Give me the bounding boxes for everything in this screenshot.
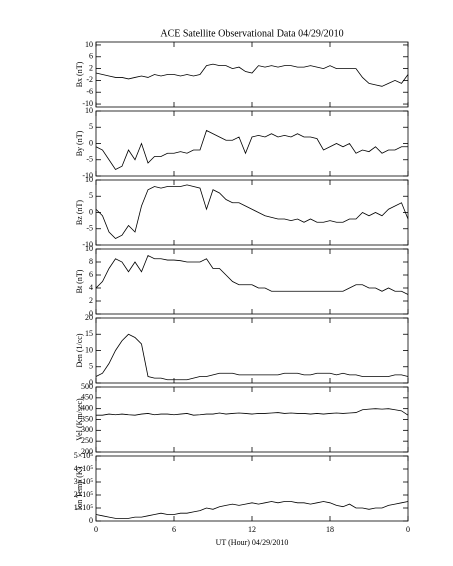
data-line — [96, 408, 409, 416]
x-tick-label: 0 — [94, 525, 98, 534]
y-tick-label: 200 — [81, 447, 93, 456]
y-tick-label: 0 — [89, 516, 93, 525]
y-tick-label: 350 — [81, 414, 93, 423]
y-axis-label: Vel (Km/sec) — [75, 398, 84, 441]
data-line — [95, 184, 409, 239]
data-line — [95, 501, 409, 519]
y-tick-label: -10 — [82, 99, 93, 108]
y-tick-label: 20 — [85, 313, 93, 322]
y-tick-label: 10 — [85, 40, 93, 49]
panel-frame — [95, 386, 409, 453]
y-axis-label: Bx (nT) — [75, 61, 84, 87]
y-tick-label: 5 — [89, 362, 93, 371]
y-tick-label: 6 — [89, 270, 93, 279]
chart-title: ACE Satellite Observational Data 04/29/2… — [160, 28, 343, 39]
y-tick-label: -10 — [82, 240, 93, 249]
y-tick-label: -6 — [86, 87, 93, 96]
data-line — [95, 333, 409, 381]
y-tick-label: 2 — [89, 63, 93, 72]
y-tick-label: 0 — [89, 138, 93, 147]
y-axis-label: Ion Temp (K) — [75, 466, 84, 510]
y-tick-label: 4 — [89, 283, 93, 292]
y-tick-label: -10 — [82, 171, 93, 180]
x-axis-label: UT (Hour) 04/29/2010 — [216, 538, 289, 547]
y-axis-label: Bt (nT) — [75, 269, 84, 293]
y-axis-label: Bz (nT) — [75, 200, 84, 225]
y-tick-label: -5 — [86, 155, 93, 164]
data-line — [95, 63, 409, 87]
y-tick-label: -5 — [86, 224, 93, 233]
y-tick-label: 500 — [81, 382, 93, 391]
y-tick-label: 450 — [81, 393, 93, 402]
x-tick-label: 18 — [326, 525, 334, 534]
panel-frame — [95, 41, 409, 108]
y-tick-label: 250 — [81, 436, 93, 445]
y-axis-label: Den (1/cc) — [75, 333, 84, 367]
y-tick-label: 0 — [89, 309, 93, 318]
y-tick-label: 10 — [85, 175, 93, 184]
y-tick-label: 5 — [89, 122, 93, 131]
y-tick-label: 6 — [89, 52, 93, 61]
y-tick-label: 400 — [81, 403, 93, 412]
y-tick-label: 300 — [81, 425, 93, 434]
y-tick-label: 1×10⁵ — [74, 503, 94, 512]
x-tick-label: 12 — [248, 525, 256, 534]
data-line — [95, 129, 408, 171]
y-tick-label: 2 — [89, 296, 93, 305]
y-axis-label: By (nT) — [75, 130, 84, 156]
panel-frame — [95, 110, 409, 177]
panel-frame — [95, 455, 409, 522]
panel-frame — [95, 248, 409, 315]
panel-frame — [95, 179, 409, 246]
x-tick-label: 0 — [406, 525, 410, 534]
y-tick-label: 2×10⁵ — [74, 490, 94, 499]
y-tick-label: 10 — [85, 345, 93, 354]
y-tick-label: 5 — [89, 191, 93, 200]
x-tick-label: 6 — [172, 525, 176, 534]
y-tick-label: -2 — [86, 75, 93, 84]
y-tick-label: 10 — [85, 244, 93, 253]
y-tick-label: 15 — [85, 329, 93, 338]
y-tick-label: 3×10⁵ — [74, 477, 94, 486]
y-tick-label: 4×10⁵ — [74, 464, 94, 473]
y-tick-label: 5×10⁵ — [74, 451, 94, 460]
y-tick-label: 8 — [89, 257, 93, 266]
y-tick-label: 0 — [89, 378, 93, 387]
data-line — [95, 254, 409, 295]
y-tick-label: 0 — [89, 207, 93, 216]
y-tick-label: 10 — [85, 106, 93, 115]
